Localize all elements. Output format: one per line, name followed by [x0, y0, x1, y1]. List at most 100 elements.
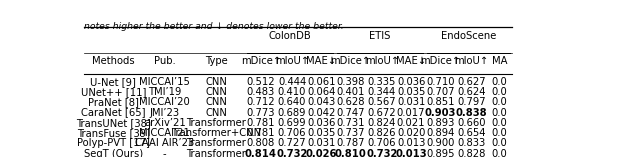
Text: 0.410: 0.410 — [278, 87, 306, 97]
Text: SegT (Ours): SegT (Ours) — [84, 149, 143, 157]
Text: TMI’19: TMI’19 — [148, 87, 182, 97]
Text: 0.0: 0.0 — [492, 97, 508, 107]
Text: mDice↑: mDice↑ — [330, 56, 371, 66]
Text: 0.031: 0.031 — [397, 97, 425, 107]
Text: U-Net [9]: U-Net [9] — [90, 77, 136, 87]
Text: 0.781: 0.781 — [246, 118, 275, 128]
Text: 0.814: 0.814 — [244, 149, 276, 157]
Text: 0.699: 0.699 — [278, 118, 307, 128]
Text: 0.660: 0.660 — [458, 118, 486, 128]
Text: MICCAI’20: MICCAI’20 — [140, 97, 190, 107]
Text: 0.894: 0.894 — [426, 128, 454, 138]
Text: ColonDB: ColonDB — [269, 31, 312, 41]
Text: 0.706: 0.706 — [367, 138, 396, 148]
Text: -: - — [163, 149, 166, 157]
Text: 0.797: 0.797 — [457, 97, 486, 107]
Text: 0.035: 0.035 — [307, 128, 335, 138]
Text: mIoU↑: mIoU↑ — [365, 56, 399, 66]
Text: 0.344: 0.344 — [368, 87, 396, 97]
Text: CNN: CNN — [205, 97, 227, 107]
Text: JMI’23: JMI’23 — [150, 108, 180, 118]
Text: 0.0: 0.0 — [492, 138, 508, 148]
Text: 0.828: 0.828 — [458, 149, 486, 157]
Text: EndoScene: EndoScene — [441, 31, 496, 41]
Text: Pub.: Pub. — [154, 56, 176, 66]
Text: 0.654: 0.654 — [458, 128, 486, 138]
Text: 0.893: 0.893 — [426, 118, 454, 128]
Text: 0.043: 0.043 — [307, 97, 335, 107]
Text: 0.838: 0.838 — [456, 108, 488, 118]
Text: CNN: CNN — [205, 87, 227, 97]
Text: UNet++ [11]: UNet++ [11] — [81, 87, 146, 97]
Text: 0.672: 0.672 — [367, 108, 396, 118]
Text: 0.710: 0.710 — [426, 77, 454, 87]
Text: CaraNet [65]: CaraNet [65] — [81, 108, 145, 118]
Text: TransFuse [39]: TransFuse [39] — [77, 128, 150, 138]
Text: mDice↑: mDice↑ — [420, 56, 460, 66]
Text: 0.732: 0.732 — [276, 149, 308, 157]
Text: 0.512: 0.512 — [246, 77, 275, 87]
Text: Transformer: Transformer — [186, 138, 246, 148]
Text: Polyp-PVT [17]: Polyp-PVT [17] — [77, 138, 150, 148]
Text: MAE↓: MAE↓ — [396, 56, 426, 66]
Text: 0.0: 0.0 — [492, 77, 508, 87]
Text: CAAI AIR’23: CAAI AIR’23 — [135, 138, 195, 148]
Text: Transformer+CNN: Transformer+CNN — [171, 128, 261, 138]
Text: 0.707: 0.707 — [426, 87, 454, 97]
Text: ETIS: ETIS — [369, 31, 390, 41]
Text: CNN: CNN — [205, 108, 227, 118]
Text: 0.401: 0.401 — [337, 87, 365, 97]
Text: 0.483: 0.483 — [246, 87, 275, 97]
Text: 0.851: 0.851 — [426, 97, 454, 107]
Text: 0.0: 0.0 — [492, 87, 508, 97]
Text: 0.0: 0.0 — [492, 118, 508, 128]
Text: 0.624: 0.624 — [458, 87, 486, 97]
Text: 0.444: 0.444 — [278, 77, 306, 87]
Text: 0.627: 0.627 — [457, 77, 486, 87]
Text: 0.737: 0.737 — [336, 128, 365, 138]
Text: 0.0: 0.0 — [492, 108, 508, 118]
Text: 0.689: 0.689 — [278, 108, 307, 118]
Text: Transformer: Transformer — [186, 149, 246, 157]
Text: 0.731: 0.731 — [336, 118, 365, 128]
Text: 0.640: 0.640 — [278, 97, 306, 107]
Text: TransUNet [38]: TransUNet [38] — [76, 118, 150, 128]
Text: 0.900: 0.900 — [426, 138, 454, 148]
Text: 0.017: 0.017 — [397, 108, 426, 118]
Text: mIoU↑: mIoU↑ — [275, 56, 309, 66]
Text: MAE↓: MAE↓ — [307, 56, 337, 66]
Text: MA: MA — [492, 56, 508, 66]
Text: 0.036: 0.036 — [307, 118, 335, 128]
Text: mDice↑: mDice↑ — [241, 56, 281, 66]
Text: 0.824: 0.824 — [367, 118, 396, 128]
Text: 0.567: 0.567 — [367, 97, 396, 107]
Text: 0.810: 0.810 — [335, 149, 367, 157]
Text: MICCAI’15: MICCAI’15 — [140, 77, 190, 87]
Text: 0.026: 0.026 — [305, 149, 337, 157]
Text: 0.781: 0.781 — [246, 128, 275, 138]
Text: 0.061: 0.061 — [307, 77, 335, 87]
Text: 0.895: 0.895 — [426, 149, 454, 157]
Text: 0.706: 0.706 — [278, 128, 307, 138]
Text: 0.773: 0.773 — [246, 108, 275, 118]
Text: 0.020: 0.020 — [397, 128, 425, 138]
Text: mIoU↑: mIoU↑ — [454, 56, 489, 66]
Text: 0.036: 0.036 — [397, 77, 425, 87]
Text: 0.398: 0.398 — [337, 77, 365, 87]
Text: 0.747: 0.747 — [336, 108, 365, 118]
Text: 0.712: 0.712 — [246, 97, 275, 107]
Text: 0.335: 0.335 — [367, 77, 396, 87]
Text: 0.031: 0.031 — [307, 138, 335, 148]
Text: PraNet [8]: PraNet [8] — [88, 97, 139, 107]
Text: 0.013: 0.013 — [397, 138, 425, 148]
Text: 0.0: 0.0 — [492, 128, 508, 138]
Text: Type: Type — [205, 56, 228, 66]
Text: 0.0: 0.0 — [492, 149, 508, 157]
Text: 0.021: 0.021 — [397, 118, 426, 128]
Text: 0.064: 0.064 — [307, 87, 335, 97]
Text: notes higher the better and ↓ denotes lower the better.: notes higher the better and ↓ denotes lo… — [84, 22, 344, 31]
Text: Methods: Methods — [92, 56, 134, 66]
Text: MICCAI’21: MICCAI’21 — [140, 128, 190, 138]
Text: 0.732: 0.732 — [366, 149, 397, 157]
Text: 0.808: 0.808 — [246, 138, 275, 148]
